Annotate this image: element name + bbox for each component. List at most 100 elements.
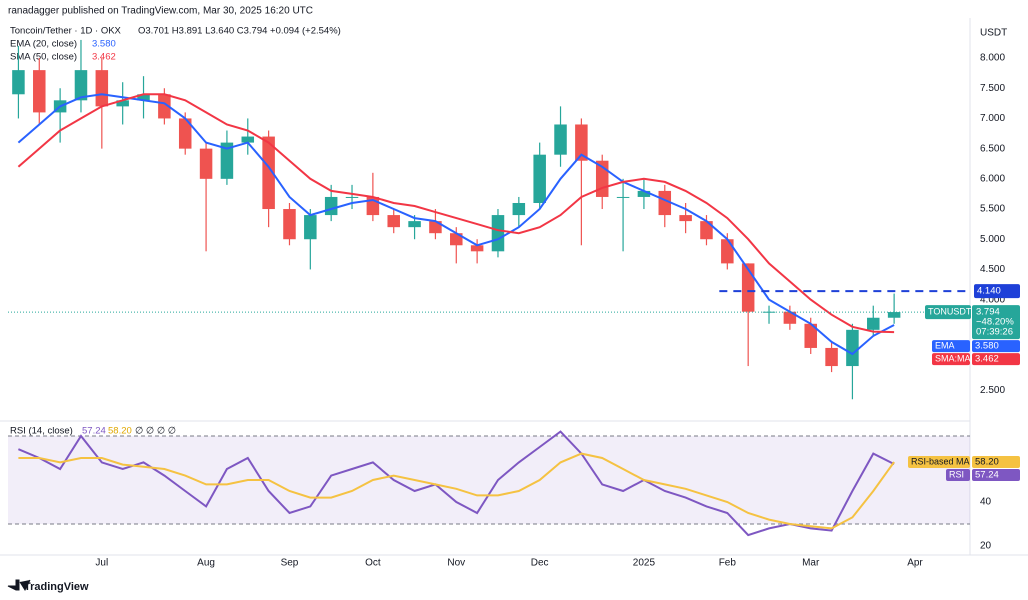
series-name-bg xyxy=(908,455,970,468)
candle-body xyxy=(887,312,901,318)
y-tick-label: 40 xyxy=(980,497,992,508)
x-tick-label: Mar xyxy=(802,558,820,569)
candle-body xyxy=(345,196,359,198)
candle-body xyxy=(783,311,797,324)
candle-body xyxy=(12,70,25,95)
series-name-bg xyxy=(932,340,970,353)
candle-body xyxy=(679,215,692,222)
last-price-bg xyxy=(972,305,1020,340)
sma-legend-value: 3.462 xyxy=(92,52,116,63)
rsi-band xyxy=(8,436,970,525)
last-price: 3.794 xyxy=(976,307,1000,318)
series-value: 57.24 xyxy=(975,469,999,480)
series-line xyxy=(18,430,895,537)
y-tick-label: 8.000 xyxy=(980,53,1005,64)
candle-body xyxy=(533,154,546,203)
x-tick-label: Jul xyxy=(95,558,108,569)
series-name: RSI-based MA xyxy=(911,456,970,466)
y-tick-label: 2.500 xyxy=(980,385,1005,396)
series-name: SMA:MA xyxy=(935,353,971,363)
candle-body xyxy=(658,190,672,216)
candle-body xyxy=(95,70,109,107)
candle-body xyxy=(825,347,838,367)
series-value-bg xyxy=(972,468,1020,481)
sma-legend: SMA (50, close) xyxy=(10,52,77,63)
x-tick-label: Apr xyxy=(907,558,923,569)
candle-body xyxy=(616,196,630,198)
series-value: 3.580 xyxy=(975,341,999,352)
candle-body xyxy=(450,233,463,246)
candle-body xyxy=(304,215,317,240)
candle-body xyxy=(554,124,567,155)
series-value-bg xyxy=(972,340,1020,353)
candle-body xyxy=(199,148,213,179)
brand-logo xyxy=(7,579,31,592)
candle-body xyxy=(178,118,192,149)
rsi-legend-extra: ∅ ∅ ∅ ∅ xyxy=(135,426,176,437)
series-line xyxy=(17,93,895,334)
x-tick-label: Aug xyxy=(197,558,215,569)
y-tick-label: 4.500 xyxy=(980,264,1005,275)
series-value-bg xyxy=(972,455,1020,468)
series-value: 58.20 xyxy=(975,456,999,467)
candle-body xyxy=(491,215,505,252)
candle-body xyxy=(867,317,880,330)
last-tag-bg xyxy=(925,305,971,320)
y-tick-label: 6.000 xyxy=(980,173,1005,184)
x-tick-label: Sep xyxy=(281,558,299,569)
y-tick-label: 5.500 xyxy=(980,204,1005,215)
candle-body xyxy=(429,221,442,234)
y-tick-label: 7.500 xyxy=(980,83,1005,94)
candle-body xyxy=(512,202,526,216)
series-name: RSI xyxy=(949,469,964,479)
candle-body xyxy=(637,190,651,197)
series-value-bg xyxy=(972,353,1020,366)
candle-body xyxy=(846,329,859,367)
publisher: ranadagger published on TradingView.com,… xyxy=(8,6,313,17)
y-tick-label: 6.500 xyxy=(980,143,1005,154)
ema-legend-value: 3.580 xyxy=(92,39,116,50)
resistance-label: 4.140 xyxy=(977,286,1001,297)
y-tick-label: 20 xyxy=(980,541,992,552)
candle-body xyxy=(762,311,776,313)
candle-body xyxy=(721,239,734,264)
series-name: EMA xyxy=(935,340,955,350)
candle-body xyxy=(220,142,234,179)
series-line xyxy=(17,93,895,356)
rsi-legend-value: 57.24 xyxy=(82,426,106,437)
last-change: −48.20% xyxy=(976,317,1014,328)
candle-body xyxy=(74,70,88,101)
ohlc: O3.701 H3.891 L3.640 C3.794 +0.094 (+2.5… xyxy=(138,26,341,37)
rsi-legend: RSI (14, close) xyxy=(10,426,73,437)
candle-body xyxy=(324,196,338,216)
candle-body xyxy=(158,94,171,119)
series-name-bg xyxy=(946,468,970,481)
y-tick-label: 5.000 xyxy=(980,234,1005,245)
candle-body xyxy=(33,70,46,113)
candle-body xyxy=(241,136,255,143)
candle-body xyxy=(137,94,150,101)
x-tick-label: Nov xyxy=(447,558,465,569)
candle-body xyxy=(575,124,588,161)
candle-body xyxy=(804,323,817,348)
series-name-bg xyxy=(932,353,970,366)
last-tag-name: TONUSDT xyxy=(928,306,972,316)
candle-body xyxy=(408,221,421,228)
rsi-ma-legend-value: 58.20 xyxy=(108,426,132,437)
symbol: Toncoin/Tether · 1D · OKX xyxy=(10,26,122,37)
series-line xyxy=(18,452,895,530)
candle-body xyxy=(283,209,296,240)
ema-legend: EMA (20, close) xyxy=(10,39,77,50)
countdown: 07:39:26 xyxy=(976,327,1013,338)
series-value: 3.462 xyxy=(975,354,999,365)
candle-body xyxy=(387,215,400,228)
x-tick-label: Feb xyxy=(719,558,737,569)
candle-body xyxy=(470,245,484,252)
y-tick-label: 7.000 xyxy=(980,113,1005,124)
resistance-label-bg xyxy=(974,284,1020,299)
brand[interactable]: TradingView xyxy=(24,581,89,593)
candle-body xyxy=(116,100,129,107)
currency: USDT xyxy=(980,28,1007,39)
